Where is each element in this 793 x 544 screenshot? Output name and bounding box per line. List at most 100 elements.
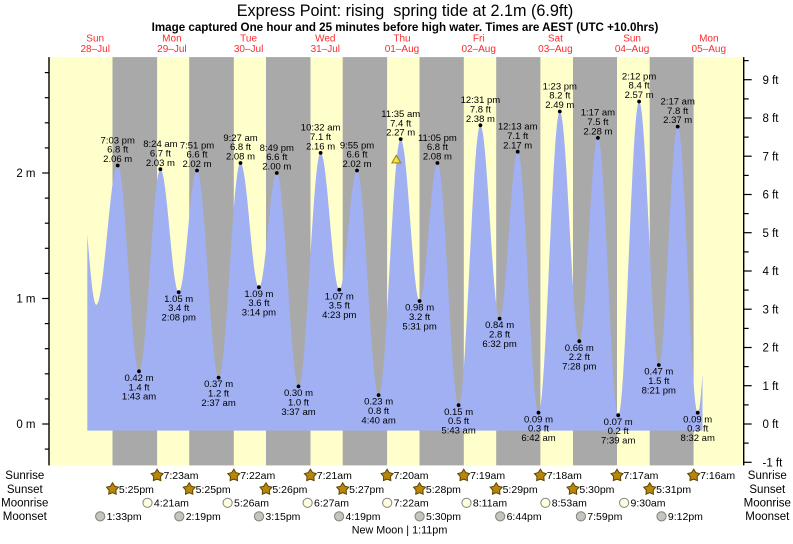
svg-text:31–Jul: 31–Jul <box>311 44 340 55</box>
svg-text:New Moon | 1:11pm: New Moon | 1:11pm <box>352 525 448 537</box>
svg-text:1 m: 1 m <box>16 294 35 306</box>
svg-text:5:25pm: 5:25pm <box>196 484 231 496</box>
svg-text:8:11am: 8:11am <box>473 498 507 510</box>
svg-text:05–Aug: 05–Aug <box>692 44 726 55</box>
svg-text:6:44pm: 6:44pm <box>507 511 542 523</box>
svg-text:2.57 m: 2.57 m <box>625 90 654 101</box>
svg-text:0.84 m: 0.84 m <box>485 320 514 331</box>
svg-text:Sat: Sat <box>548 34 563 45</box>
svg-text:1.2 ft: 1.2 ft <box>208 389 229 400</box>
svg-text:Moonrise: Moonrise <box>1 497 48 509</box>
svg-text:5 ft: 5 ft <box>763 228 780 240</box>
svg-text:03–Aug: 03–Aug <box>538 44 572 55</box>
svg-text:3:15pm: 3:15pm <box>265 511 300 523</box>
svg-text:2.03 m: 2.03 m <box>146 158 175 169</box>
svg-text:1.0 ft: 1.0 ft <box>288 397 309 408</box>
svg-text:10:32 am: 10:32 am <box>301 123 341 134</box>
svg-text:2:19pm: 2:19pm <box>186 511 221 523</box>
svg-text:3:37 am: 3:37 am <box>281 407 315 418</box>
svg-text:8.2 ft: 8.2 ft <box>549 91 570 102</box>
svg-text:0.30 m: 0.30 m <box>284 388 313 399</box>
svg-text:7:18am: 7:18am <box>547 470 582 482</box>
svg-text:2.38 m: 2.38 m <box>466 114 495 125</box>
svg-text:04–Aug: 04–Aug <box>615 44 649 55</box>
svg-text:7.4 ft: 7.4 ft <box>390 118 411 129</box>
svg-text:Sunset: Sunset <box>7 484 44 496</box>
svg-text:-1 ft: -1 ft <box>763 457 784 469</box>
svg-text:7:20am: 7:20am <box>394 470 429 482</box>
svg-text:Thu: Thu <box>393 34 410 45</box>
svg-text:2:17 am: 2:17 am <box>661 96 695 107</box>
svg-text:1:43 am: 1:43 am <box>122 392 156 403</box>
svg-text:0.47 m: 0.47 m <box>644 367 673 378</box>
svg-text:02–Aug: 02–Aug <box>461 44 495 55</box>
svg-text:7.5 ft: 7.5 ft <box>587 117 608 128</box>
svg-text:7:16am: 7:16am <box>700 470 735 482</box>
svg-text:Tue: Tue <box>240 34 257 45</box>
svg-text:0.42 m: 0.42 m <box>124 373 153 384</box>
svg-text:7.1 ft: 7.1 ft <box>310 132 331 143</box>
svg-text:6.8 ft: 6.8 ft <box>230 142 251 153</box>
svg-text:9 ft: 9 ft <box>763 75 780 87</box>
svg-text:Sun: Sun <box>623 34 641 45</box>
svg-text:1.5 ft: 1.5 ft <box>648 376 669 387</box>
svg-text:1.07 m: 1.07 m <box>325 291 354 302</box>
svg-text:1:23 pm: 1:23 pm <box>543 81 577 92</box>
svg-text:6.6 ft: 6.6 ft <box>266 152 287 163</box>
svg-text:6:32 pm: 6:32 pm <box>482 339 516 350</box>
svg-text:8.4 ft: 8.4 ft <box>629 81 650 92</box>
svg-text:12:13 am: 12:13 am <box>498 122 538 133</box>
svg-text:0.98 m: 0.98 m <box>405 303 434 314</box>
svg-text:9:55 pm: 9:55 pm <box>340 140 374 151</box>
svg-text:2.27 m: 2.27 m <box>386 128 415 139</box>
svg-text:4 ft: 4 ft <box>763 266 780 278</box>
svg-text:1.4 ft: 1.4 ft <box>128 382 149 393</box>
svg-text:2.16 m: 2.16 m <box>306 142 335 153</box>
svg-text:2.8 ft: 2.8 ft <box>489 330 510 341</box>
svg-text:6.8 ft: 6.8 ft <box>107 145 128 156</box>
svg-text:2.02 m: 2.02 m <box>342 159 371 170</box>
svg-text:0 ft: 0 ft <box>763 419 780 431</box>
svg-text:5:28pm: 5:28pm <box>426 484 461 496</box>
svg-text:9:27 am: 9:27 am <box>223 133 257 144</box>
svg-text:7:22am: 7:22am <box>240 470 275 482</box>
svg-text:2.2 ft: 2.2 ft <box>569 352 590 363</box>
svg-text:8:53am: 8:53am <box>552 498 587 510</box>
svg-text:0.3 ft: 0.3 ft <box>528 424 549 435</box>
svg-text:8:32 am: 8:32 am <box>681 433 715 444</box>
svg-text:8:24 am: 8:24 am <box>143 139 177 150</box>
svg-text:5:43 am: 5:43 am <box>441 426 475 437</box>
svg-text:11:05 pm: 11:05 pm <box>418 133 457 144</box>
svg-text:4:21am: 4:21am <box>154 498 189 510</box>
svg-text:7:03 pm: 7:03 pm <box>101 135 135 146</box>
svg-text:5:30pm: 5:30pm <box>426 511 461 523</box>
svg-text:5:31pm: 5:31pm <box>656 484 691 496</box>
svg-text:5:30pm: 5:30pm <box>579 484 614 496</box>
svg-text:1:33pm: 1:33pm <box>107 511 142 523</box>
svg-text:2.02 m: 2.02 m <box>182 159 211 170</box>
svg-text:5:29pm: 5:29pm <box>503 484 538 496</box>
svg-text:3.4 ft: 3.4 ft <box>168 303 189 314</box>
svg-text:2:08 pm: 2:08 pm <box>162 313 196 324</box>
svg-text:0.37 m: 0.37 m <box>204 379 233 390</box>
svg-text:1.09 m: 1.09 m <box>244 289 273 300</box>
svg-text:6.6 ft: 6.6 ft <box>186 150 207 161</box>
svg-text:3.2 ft: 3.2 ft <box>409 312 430 323</box>
svg-text:2.49 m: 2.49 m <box>545 100 574 111</box>
svg-text:0.09 m: 0.09 m <box>683 414 712 425</box>
svg-text:7.8 ft: 7.8 ft <box>667 106 688 117</box>
svg-text:7:21am: 7:21am <box>317 470 352 482</box>
svg-text:6:27am: 6:27am <box>314 498 349 510</box>
svg-text:5:26pm: 5:26pm <box>272 484 307 496</box>
svg-text:1.05 m: 1.05 m <box>164 294 193 305</box>
svg-text:5:31 pm: 5:31 pm <box>402 321 436 332</box>
svg-text:5:27pm: 5:27pm <box>349 484 384 496</box>
svg-text:9:30am: 9:30am <box>631 498 666 510</box>
svg-text:0.3 ft: 0.3 ft <box>687 424 708 435</box>
svg-text:Wed: Wed <box>315 34 335 45</box>
svg-text:2:37 am: 2:37 am <box>201 398 235 409</box>
svg-text:6 ft: 6 ft <box>763 190 780 202</box>
svg-text:Express Point: rising spring: Express Point: rising spring tide at 2.1… <box>237 2 573 20</box>
svg-text:8:21 pm: 8:21 pm <box>642 385 676 396</box>
svg-text:2.28 m: 2.28 m <box>583 127 612 138</box>
